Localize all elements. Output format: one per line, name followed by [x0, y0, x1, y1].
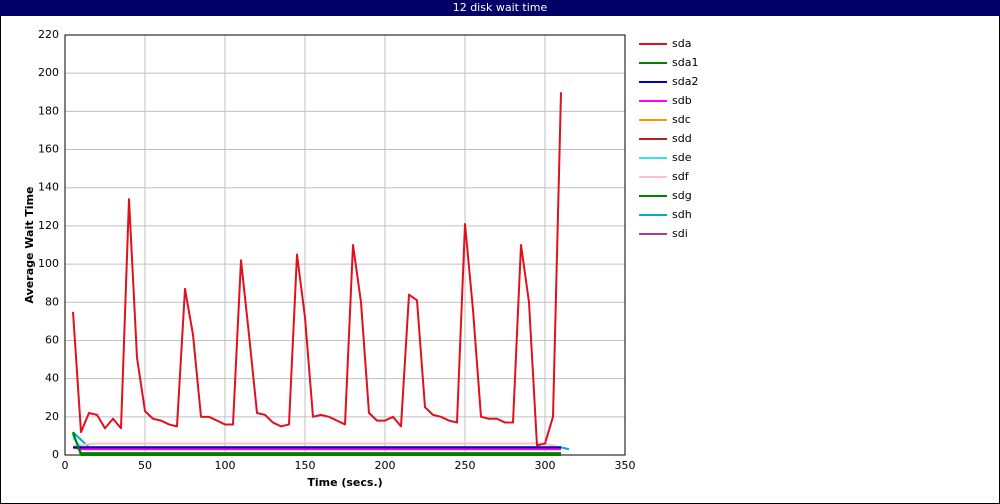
- legend-label: sdi: [672, 227, 688, 240]
- x-tick-label: 50: [138, 459, 152, 472]
- legend-label: sdf: [672, 170, 690, 183]
- x-tick-label: 100: [215, 459, 236, 472]
- legend-label: sde: [672, 151, 692, 164]
- y-tick-label: 80: [45, 295, 59, 308]
- y-tick-label: 120: [38, 219, 59, 232]
- legend-label: sda: [672, 37, 691, 50]
- x-tick-label: 0: [62, 459, 69, 472]
- series-line: [72, 442, 562, 449]
- series-line: [72, 92, 562, 447]
- y-tick-label: 40: [45, 372, 59, 385]
- legend-label: sdb: [672, 94, 692, 107]
- y-tick-label: 140: [38, 181, 59, 194]
- x-tick-label: 250: [455, 459, 476, 472]
- y-tick-label: 20: [45, 410, 59, 423]
- legend-label: sda2: [672, 75, 698, 88]
- x-axis-label: Time (secs.): [307, 476, 382, 489]
- legend-label: sdg: [672, 189, 692, 202]
- y-tick-label: 0: [52, 448, 59, 461]
- x-tick-label: 150: [295, 459, 316, 472]
- y-tick-label: 220: [38, 28, 59, 41]
- y-tick-label: 180: [38, 104, 59, 117]
- legend-label: sdc: [672, 113, 691, 126]
- y-tick-label: 100: [38, 257, 59, 270]
- y-tick-label: 160: [38, 143, 59, 156]
- title-bar: [0, 0, 1000, 16]
- y-tick-label: 60: [45, 333, 59, 346]
- x-tick-label: 200: [375, 459, 396, 472]
- series-line: [72, 431, 561, 456]
- y-tick-label: 200: [38, 66, 59, 79]
- legend-label: sda1: [672, 56, 698, 69]
- chart-title: 12 disk wait time: [453, 1, 548, 14]
- legend-label: sdd: [672, 132, 692, 145]
- x-tick-label: 350: [615, 459, 636, 472]
- y-axis-label: Average Wait Time: [23, 187, 36, 304]
- legend-label: sdh: [672, 208, 692, 221]
- x-tick-label: 300: [535, 459, 556, 472]
